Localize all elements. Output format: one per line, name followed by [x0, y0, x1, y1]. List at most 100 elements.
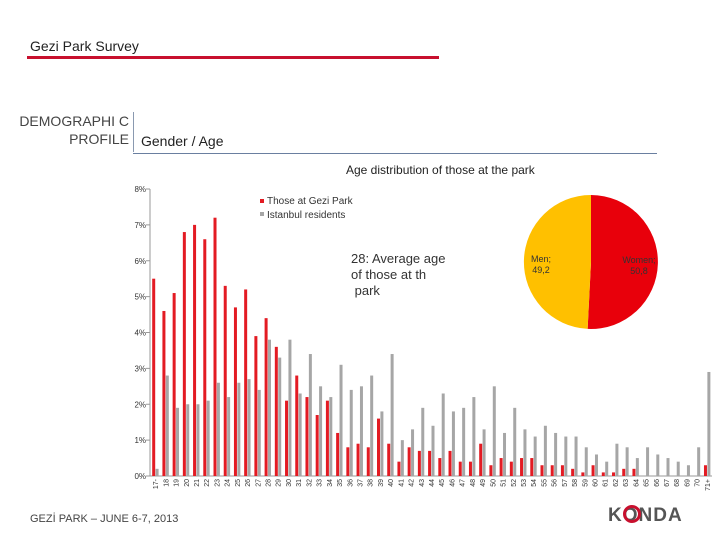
- logo-ring-icon: [623, 505, 641, 523]
- x-tick-label: 36: [347, 479, 354, 487]
- istanbul-bar: [206, 400, 210, 476]
- istanbul-bar: [308, 354, 312, 476]
- istanbul-bar: [554, 432, 558, 476]
- istanbul-bar: [666, 458, 670, 476]
- gezi-bar: [479, 443, 483, 476]
- x-tick-label: 58: [572, 479, 579, 487]
- x-tick-label: 53: [521, 479, 528, 487]
- istanbul-bar: [421, 407, 425, 476]
- x-tick-label: 48: [470, 479, 477, 487]
- average-age-annotation: 28: Average age of those at th park: [351, 251, 445, 298]
- istanbul-bar: [707, 371, 711, 476]
- istanbul-bar: [298, 393, 302, 476]
- istanbul-bar: [400, 440, 404, 477]
- x-tick-label: 28: [266, 479, 273, 487]
- x-tick-label: 47: [460, 479, 467, 487]
- istanbul-bar: [605, 461, 609, 476]
- legend-gezi-swatch: [260, 199, 264, 203]
- y-tick-label: 8%: [134, 185, 146, 194]
- gezi-bar: [550, 465, 554, 476]
- x-tick-label: 61: [603, 479, 610, 487]
- x-tick-label: 17-: [153, 478, 160, 489]
- istanbul-bar: [431, 425, 435, 476]
- y-tick-label: 5%: [134, 293, 146, 302]
- istanbul-bar: [584, 447, 588, 476]
- x-tick-label: 43: [419, 479, 426, 487]
- gezi-bar: [571, 468, 575, 476]
- gezi-bar: [591, 465, 595, 476]
- gezi-bar: [254, 336, 258, 476]
- gezi-bar: [203, 239, 207, 476]
- x-tick-label: 44: [429, 479, 436, 487]
- istanbul-bar: [196, 404, 200, 476]
- x-tick-label: 33: [317, 479, 324, 487]
- x-tick-label: 24: [225, 479, 232, 487]
- page-title: Gezi Park Survey: [30, 38, 139, 54]
- istanbul-bar: [186, 404, 190, 476]
- konda-logo: KONDA: [608, 505, 683, 526]
- x-tick-label: 55: [541, 479, 548, 487]
- x-tick-label: 34: [327, 479, 334, 487]
- x-tick-label: 41: [398, 479, 405, 487]
- x-tick-label: 39: [378, 479, 385, 487]
- gezi-bar: [295, 375, 299, 476]
- footer-text: GEZİ PARK – JUNE 6-7, 2013: [30, 513, 179, 525]
- legend-istanbul-label: Istanbul residents: [267, 210, 345, 221]
- x-tick-label: 19: [174, 479, 181, 487]
- x-tick-label: 22: [204, 479, 211, 487]
- gezi-bar: [540, 465, 544, 476]
- x-tick-label: 30: [286, 479, 293, 487]
- x-tick-label: 67: [664, 479, 671, 487]
- x-tick-label: 70: [695, 479, 702, 487]
- x-tick-label: 35: [337, 479, 344, 487]
- gezi-bar: [233, 307, 237, 476]
- gezi-bar: [346, 447, 350, 476]
- section-subtitle: Gender / Age: [141, 133, 224, 149]
- legend-gezi-label: Those at Gezi Park: [267, 196, 354, 207]
- istanbul-bar: [216, 382, 220, 476]
- gezi-bar: [468, 461, 472, 476]
- istanbul-bar: [319, 386, 323, 476]
- x-tick-label: 45: [439, 479, 446, 487]
- gezi-bar: [244, 289, 248, 476]
- x-tick-label: 40: [388, 479, 395, 487]
- gezi-bar: [172, 293, 176, 476]
- gezi-bar: [632, 468, 636, 476]
- istanbul-bar: [176, 407, 180, 476]
- gezi-bar: [366, 447, 370, 476]
- istanbul-bar: [451, 411, 455, 476]
- istanbul-bar: [380, 411, 384, 476]
- gezi-bar: [285, 400, 289, 476]
- x-tick-label: 54: [531, 479, 538, 487]
- istanbul-bar: [676, 461, 680, 476]
- istanbul-bar: [288, 339, 292, 476]
- x-tick-label: 23: [214, 479, 221, 487]
- gezi-bar: [223, 285, 227, 476]
- istanbul-bar: [533, 436, 537, 476]
- section-label: DEMOGRAPHI C PROFILE: [19, 113, 129, 147]
- istanbul-bar: [523, 429, 527, 476]
- istanbul-bar: [635, 458, 639, 476]
- gezi-bar: [499, 458, 503, 476]
- gezi-bar: [274, 346, 278, 476]
- pie-slice-women: [587, 195, 658, 329]
- istanbul-bar: [165, 375, 169, 476]
- gezi-bar: [428, 450, 432, 476]
- istanbul-bar: [349, 389, 353, 476]
- pie-slice-men: [523, 194, 591, 329]
- x-tick-label: 65: [644, 479, 651, 487]
- x-tick-label: 66: [654, 479, 661, 487]
- gezi-bar: [509, 461, 513, 476]
- gezi-bar: [325, 400, 329, 476]
- x-tick-label: 57: [562, 479, 569, 487]
- x-tick-label: 31: [296, 479, 303, 487]
- x-tick-label: 32: [306, 479, 313, 487]
- x-tick-label: 63: [623, 479, 630, 487]
- x-tick-label: 20: [184, 479, 191, 487]
- gezi-bar: [622, 468, 626, 476]
- chart-title: Age distribution of those at the park: [346, 163, 535, 177]
- legend-istanbul-swatch: [260, 212, 264, 216]
- x-tick-label: 68: [674, 479, 681, 487]
- gezi-bar: [193, 224, 197, 477]
